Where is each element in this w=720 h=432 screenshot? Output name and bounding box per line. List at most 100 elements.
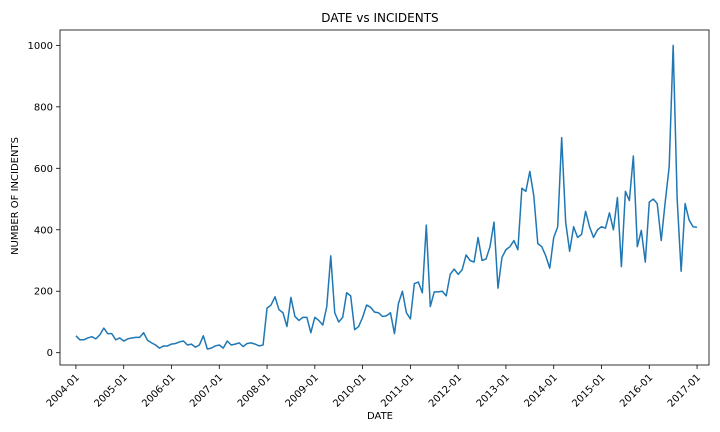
data-point [178,341,180,343]
x-tick-label: 2006-01 [140,372,177,409]
x-tick-label: 2009-01 [284,372,321,409]
data-point [517,249,519,251]
data-point [202,335,204,337]
data-point [330,255,332,257]
data-point [250,342,252,344]
data-point [541,245,543,247]
data-point [79,339,81,341]
data-point [103,327,105,329]
data-point [481,259,483,261]
data-point [449,273,451,275]
data-point [341,316,343,318]
data-point [158,347,160,349]
x-tick-label: 2015-01 [570,372,607,409]
data-point [656,202,658,204]
y-axis-label: NUMBER OF INCIDENTS [10,137,21,255]
data-point [628,199,630,201]
data-point [75,335,77,337]
data-point [111,332,113,334]
data-point [648,201,650,203]
data-point [608,212,610,214]
x-tick-label: 2014-01 [523,372,560,409]
data-point [294,315,296,317]
data-point [489,245,491,247]
data-point [461,269,463,271]
data-point [345,292,347,294]
data-point [568,250,570,252]
data-point [688,219,690,221]
data-point [381,315,383,317]
data-point [429,305,431,307]
data-point [632,155,634,157]
data-point [620,265,622,267]
data-point [421,292,423,294]
data-point [397,302,399,304]
data-point [130,337,132,339]
data-point [413,282,415,284]
data-point [533,195,535,197]
data-point [198,344,200,346]
data-point [497,287,499,289]
data-point [644,261,646,263]
data-point [537,242,539,244]
data-point [146,339,148,341]
data-point [222,347,224,349]
data-point [87,337,89,339]
data-point [557,226,559,228]
data-point [254,343,256,345]
data-point [365,304,367,306]
data-point [242,345,244,347]
data-point [306,316,308,318]
data-point [612,229,614,231]
data-point [266,307,268,309]
data-point [174,342,176,344]
data-point [154,344,156,346]
data-point [226,340,228,342]
data-point [553,236,555,238]
data-point [357,325,359,327]
y-tick-label: 200 [34,287,53,298]
data-point [282,312,284,314]
data-point [286,325,288,327]
data-point [624,190,626,192]
x-tick-label: 2005-01 [92,372,129,409]
data-point [119,337,121,339]
data-point [83,339,85,341]
data-point [270,304,272,306]
data-point [549,267,551,269]
data-point [572,226,574,228]
data-point [126,338,128,340]
x-axis-label: DATE [367,411,393,422]
x-axis: 2004-01 2005-01 2006-01 2007-01 2008-01 2009-… [45,365,703,410]
data-point [95,338,97,340]
data-point [560,136,562,138]
data-point [373,311,375,313]
data-point [684,202,686,204]
x-tick-label: 2013-01 [475,372,512,409]
data-point [696,226,698,228]
data-point [322,324,324,326]
y-tick-label: 400 [34,225,53,236]
data-point [361,316,363,318]
data-point [441,290,443,292]
x-tick-label: 2011-01 [379,372,416,409]
y-tick-label: 0 [47,348,53,359]
data-point [445,295,447,297]
data-point [660,239,662,241]
data-point [545,255,547,257]
data-point [393,332,395,334]
data-point [580,233,582,235]
data-point [314,316,316,318]
x-tick-label: 2010-01 [331,372,368,409]
incidents-series-line [75,44,698,350]
data-point [668,166,670,168]
data-point [401,290,403,292]
data-point [405,312,407,314]
plot-frame [59,29,710,366]
data-point [170,343,172,345]
data-point [115,339,117,341]
data-point [377,312,379,314]
data-point [338,321,340,323]
